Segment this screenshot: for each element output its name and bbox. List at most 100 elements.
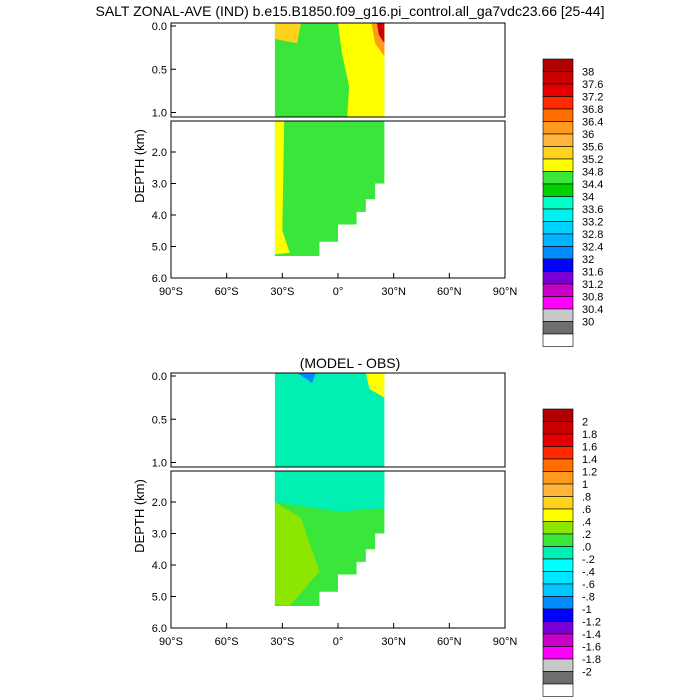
legend-level-label: 31.2 [582,279,603,291]
y-tick-label: 3.0 [152,179,167,191]
legend-level-label: 37.2 [582,92,603,104]
legend-level-label: -1.6 [582,642,601,654]
subtropical-salinity-max [274,23,301,44]
legend-swatch [542,158,574,172]
legend-swatch [542,233,574,247]
legend-level-label: 38 [582,67,594,79]
legend-level-label: -1 [582,604,592,616]
legend-swatch [542,521,574,535]
south-saline-tongue [274,121,290,255]
legend-swatch [542,433,574,447]
x-tick-label: 90°N [493,286,518,298]
upper-difference-shading [274,373,385,467]
legend-level-label: -.2 [582,554,595,566]
legend-level-label: .6 [582,504,591,516]
legend-swatch [542,633,574,647]
color-legend: 21.81.61.41.21.8.6.4.2.0-.2-.4-.6-.8-1-1… [542,408,601,697]
legend-level-label: 1.8 [582,429,597,441]
red-sea-core [376,23,385,44]
legend-swatch [542,133,574,147]
legend-level-label: .2 [582,529,591,541]
legend-level-label: 34 [582,192,594,204]
y-tick-label: 6.0 [152,273,167,285]
legend-level-label: 1 [582,479,588,491]
legend-level-label: 1.6 [582,442,597,454]
contour-fill [274,23,385,256]
y-tick-label: 3.0 [152,529,167,541]
deep-ocean-shading [274,121,385,256]
y-tick-label: 5.0 [152,592,167,604]
y-axis-label: DEPTH (km) [132,479,147,553]
legend-swatch [542,408,574,422]
legend-level-label: 35.6 [582,142,603,154]
x-tick-label: 90°S [159,286,183,298]
legend-level-label: 30.4 [582,304,603,316]
legend-swatch [542,508,574,522]
y-tick-label: 0.0 [152,21,167,33]
x-tick-label: 0° [333,286,344,298]
legend-swatch [542,183,574,197]
legend-level-label: 33.2 [582,217,603,229]
northern-high-salinity [338,23,385,117]
deep-positive-anomaly [274,502,320,606]
legend-swatch [542,671,574,685]
legend-swatch [542,58,574,72]
x-tick-label: 90°S [159,636,183,648]
legend-swatch [542,608,574,622]
legend-swatch [542,296,574,310]
x-tick-label: 30°N [381,286,406,298]
y-tick-label: 2.0 [152,147,167,159]
legend-level-label: 32.4 [582,242,603,254]
legend-level-label: 36.8 [582,104,603,116]
legend-level-label: 2 [582,417,588,429]
legend-level-label: -.4 [582,567,595,579]
y-tick-label: 1.0 [152,108,167,120]
legend-swatch [542,583,574,597]
upper-plot-frame [170,372,506,468]
legend-swatch [542,171,574,185]
legend-level-label: .8 [582,492,591,504]
surface-fresh-anomaly [297,373,316,383]
legend-level-label: 30 [582,317,594,329]
x-tick-label: 60°S [215,286,239,298]
contour-fill [274,373,385,606]
legend-swatch [542,621,574,635]
legend-level-label: -1.8 [582,654,601,666]
x-tick-label: 90°N [493,636,518,648]
legend-swatch [542,496,574,510]
legend-level-label: 37.6 [582,79,603,91]
legend-swatch [542,196,574,210]
legend-swatch [542,646,574,660]
legend-swatch [542,458,574,472]
x-tick-label: 0° [333,636,344,648]
legend-swatch [542,333,574,347]
color-legend: 3837.637.236.836.43635.635.234.834.43433… [542,58,603,347]
legend-level-label: 1.2 [582,467,597,479]
upper-plot-frame [170,22,506,118]
legend-level-label: -1.2 [582,617,601,629]
chart-panel-1: 0.0 0.5 1.0 2.0 3.0 4.0 5.0 6.0 DEPTH (km) 90°S 60… [132,21,603,347]
legend-swatch [542,71,574,85]
x-tick-label: 60°N [437,286,462,298]
legend-level-label: 31.6 [582,267,603,279]
legend-level-label: -.8 [582,592,595,604]
legend-swatch [542,571,574,585]
y-tick-label: 5.0 [152,242,167,254]
legend-swatch [542,658,574,672]
difference-chart-title: (MODEL - OBS) [299,355,401,371]
x-tick-label: 60°S [215,636,239,648]
chart-title: SALT ZONAL-AVE (IND) b.e15.B1850.f09_g16… [95,3,605,19]
legend-level-label: 35.2 [582,154,603,166]
legend-swatch [542,283,574,297]
legend-swatch [542,533,574,547]
legend-swatch [542,83,574,97]
x-tick-label: 30°S [270,636,294,648]
legend-level-label: .0 [582,542,591,554]
legend-level-label: .4 [582,517,591,529]
y-axis-label: DEPTH (km) [132,129,147,203]
northern-positive-anomaly [365,373,385,398]
legend-level-label: 36.4 [582,117,603,129]
x-tick-label: 30°N [381,636,406,648]
y-tick-label: 2.0 [152,497,167,509]
legend-level-label: 36 [582,129,594,141]
